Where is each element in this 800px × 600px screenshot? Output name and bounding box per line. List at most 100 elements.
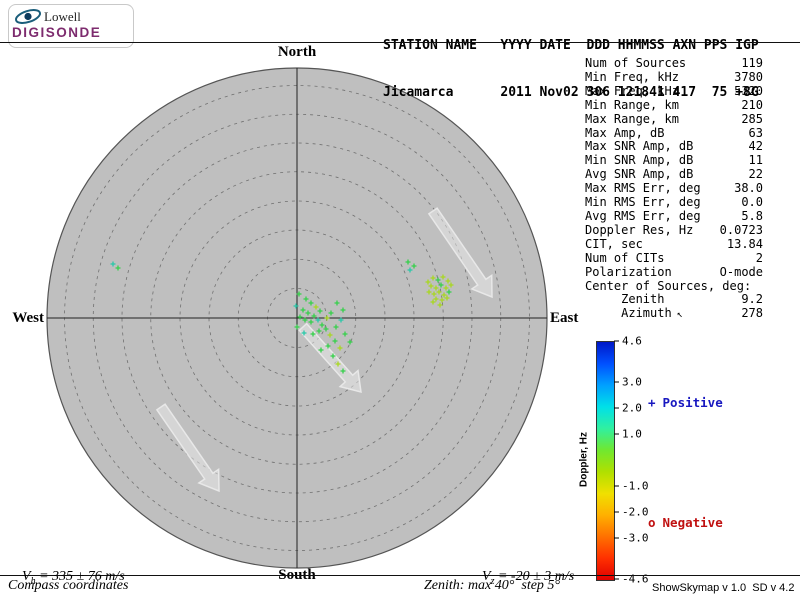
stat-row: Center of Sources, deg: [585, 279, 763, 294]
stat-label: Min Range, km [585, 97, 679, 112]
source-point [318, 347, 324, 353]
stat-value: 210 [741, 97, 763, 112]
zenith-range-label: Zenith: max 40° step 5° [424, 578, 561, 593]
stat-label: Min RMS Err, deg [585, 195, 701, 210]
coordinates-mode-label: Compass coordinates [8, 578, 129, 593]
source-point [311, 313, 317, 319]
compass-north-label: North [277, 44, 317, 60]
stat-row: Min RMS Err, deg 0.0 [585, 195, 763, 210]
source-point [439, 297, 445, 303]
stat-value: 9.2 [741, 292, 763, 307]
drift-arrow [427, 207, 493, 299]
stat-label: Min Freq, kHz [585, 69, 679, 84]
stat-row: CIT, sec 13.84 [585, 236, 763, 252]
source-point [335, 361, 341, 367]
source-point [407, 267, 413, 273]
source-point [324, 315, 330, 321]
stat-row: Doppler Res, Hz 0.0723 [585, 222, 763, 238]
colorbar-tick: 3.0 [614, 376, 642, 389]
source-point [332, 338, 338, 344]
stat-label: Doppler Res, Hz [585, 222, 694, 237]
source-point [347, 339, 353, 345]
stat-label: Avg RMS Err, deg [585, 208, 701, 223]
source-point [441, 292, 447, 298]
source-point [330, 353, 336, 359]
source-point [430, 299, 436, 305]
stat-value: 278 [741, 306, 763, 321]
colorbar-tick: -1.0 [614, 479, 649, 492]
stat-label: Avg SNR Amp, dB [585, 167, 694, 182]
source-point [313, 304, 319, 310]
source-point [315, 317, 321, 323]
source-point [446, 289, 452, 295]
compass-east-label: East [550, 310, 579, 326]
source-point [297, 314, 303, 320]
source-point [302, 317, 308, 323]
lowell-digisonde-logo [8, 4, 134, 48]
stat-row: Min SNR Amp, dB 11 [585, 153, 763, 168]
stat-row: Zenith 9.2 [585, 293, 763, 307]
stat-value: 13.84 [726, 236, 763, 251]
stat-row: Max RMS Err, deg 38.0 [585, 181, 763, 196]
colorbar-tick: -3.0 [614, 531, 649, 544]
vertical-velocity-value: Vz = -20 ± 3 m/s [482, 569, 575, 587]
positive-marker-icon: + [648, 395, 656, 410]
source-point [405, 259, 411, 265]
stat-row: Avg RMS Err, deg 5.8 [585, 208, 763, 224]
footer-divider [0, 575, 800, 576]
stat-row: Num of Sources 119 [585, 56, 763, 71]
source-point [428, 283, 434, 289]
source-point [327, 332, 333, 338]
drift-arrow [298, 322, 362, 394]
source-point [319, 322, 325, 328]
source-point [333, 324, 339, 330]
stat-value: 5320 [734, 83, 763, 98]
stats-panel: Num of Sources 119 Min Freq, kHz 3780 Max Fr… [585, 56, 763, 322]
stat-label: Max Range, km [585, 111, 679, 126]
colorbar-axis-label: Doppler, Hz [578, 432, 590, 488]
source-point [328, 310, 334, 316]
source-point [448, 282, 454, 288]
source-point [310, 331, 316, 337]
stat-value: O-mode [719, 264, 763, 279]
source-point [296, 291, 302, 297]
source-point [445, 278, 451, 284]
stat-value: 22 [748, 167, 763, 182]
stat-value: 119 [741, 56, 763, 70]
stat-value: 0.0 [741, 195, 763, 210]
source-point [325, 343, 331, 349]
stat-label: Min SNR Amp, dB [585, 153, 694, 168]
stat-row: Max SNR Amp, dB 42 [585, 140, 763, 154]
stat-label: CIT, sec [585, 236, 643, 251]
azimuth-direction-icon: ↖ [676, 309, 683, 321]
stat-row: Max Amp, dB 63 [585, 125, 763, 141]
negative-marker-icon: o [648, 515, 656, 530]
stat-label: Max Freq, kHz [585, 83, 679, 98]
source-point [340, 307, 346, 313]
compass-west-label: West [12, 310, 44, 326]
source-point [340, 368, 346, 374]
data-header: STATION NAME YYYY DATE DDD HHMMSS AXN PP… [383, 7, 759, 131]
source-point [430, 275, 436, 281]
stat-label: Max RMS Err, deg [585, 181, 701, 196]
drift-arrow [155, 403, 220, 493]
source-point [293, 303, 299, 309]
source-point [337, 345, 343, 351]
stat-label: Max SNR Amp, dB [585, 139, 694, 154]
stat-value: 42 [748, 139, 763, 154]
source-point [334, 300, 340, 306]
header-column-labels: STATION NAME YYYY DATE DDD HHMMSS AXN PP… [383, 38, 759, 53]
stat-row: Num of CITs 2 [585, 250, 763, 266]
source-point [425, 279, 431, 285]
stat-row: Max Range, km 285 [585, 111, 763, 127]
stat-label: Azimuth [585, 306, 672, 321]
stat-value: 2 [755, 250, 763, 265]
app-version-label: ShowSkymap v 1.0 SD v 4.2 [652, 582, 795, 594]
stat-value: 63 [748, 125, 763, 140]
source-point [308, 300, 314, 306]
source-point [426, 289, 432, 295]
horizontal-velocity-value: Vh = 335 ± 76 m/s [22, 569, 125, 587]
source-point [305, 310, 311, 316]
